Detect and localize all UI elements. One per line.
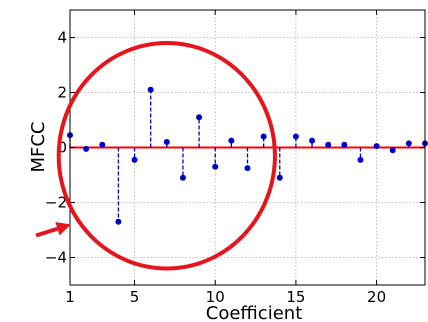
- markers: [67, 86, 428, 225]
- stem-marker: [309, 137, 316, 144]
- stem-marker: [83, 145, 90, 152]
- stem-marker: [325, 141, 332, 148]
- stem-marker: [179, 174, 186, 181]
- stem-marker: [260, 133, 267, 140]
- pointer-arrow-head: [55, 222, 71, 236]
- stem-marker: [228, 137, 235, 144]
- stem-marker: [131, 156, 138, 163]
- y-tick-label: −4: [45, 249, 67, 267]
- x-tick-label: 20: [367, 288, 386, 306]
- highlight-circle: [56, 41, 277, 271]
- stem-marker: [99, 141, 106, 148]
- stem-marker: [212, 163, 219, 170]
- pointer-arrow-shaft: [35, 226, 59, 238]
- stem-marker: [389, 147, 396, 154]
- stem-marker: [373, 143, 380, 150]
- y-axis-label: MFCC: [28, 121, 49, 172]
- stem-marker: [244, 165, 251, 172]
- stem-marker: [163, 139, 170, 145]
- y-axis-ticks: −4 −2 0 2 4: [45, 29, 425, 267]
- x-tick-label: 1: [65, 288, 75, 306]
- x-axis-label: Coefficient: [206, 303, 303, 322]
- stems: [69, 89, 426, 222]
- stem-marker: [115, 218, 122, 225]
- stem-marker: [357, 156, 364, 163]
- x-tick-label: 10: [206, 288, 225, 306]
- stem-marker: [196, 114, 203, 121]
- stem-marker: [341, 141, 348, 148]
- x-axis-ticks: 1 5 10 15 20: [65, 10, 386, 306]
- stem-marker: [405, 140, 412, 147]
- stem-marker: [292, 133, 299, 140]
- annotations: [35, 41, 277, 271]
- y-tick-label: 2: [57, 84, 67, 102]
- y-tick-label: −2: [45, 194, 67, 212]
- stem-marker: [276, 174, 283, 181]
- stem-marker: [147, 86, 154, 93]
- y-tick-label: 0: [57, 139, 67, 157]
- y-tick-label: 4: [57, 29, 67, 47]
- x-tick-label: 15: [286, 288, 305, 306]
- x-tick-label: 5: [130, 288, 140, 306]
